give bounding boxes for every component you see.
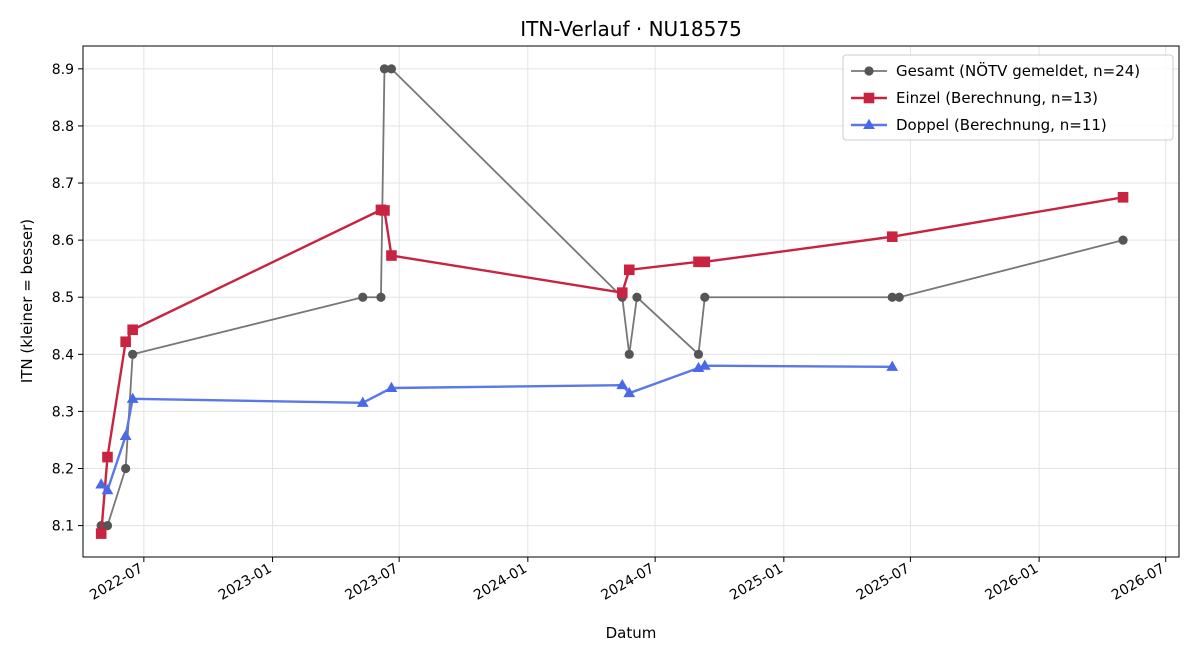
series-1-point [624, 349, 634, 359]
series-2-point [616, 287, 628, 298]
series-1-point [386, 64, 397, 74]
plot-frame [82, 45, 1180, 558]
series-2-point [693, 256, 704, 268]
series-3-point [119, 429, 132, 440]
series-3-point [126, 392, 139, 403]
series-3-point [886, 360, 899, 371]
series-1-point [102, 520, 113, 531]
series-1-point [894, 292, 904, 302]
legend-box [842, 54, 1174, 141]
series-1-point [693, 349, 704, 359]
y-tick-label: 8.8 [52, 119, 74, 135]
x-axis-label: Datum [606, 624, 657, 642]
y-tick-label: 8.9 [52, 62, 74, 78]
series-1-point [700, 292, 710, 302]
series-layer [95, 64, 1129, 539]
y-tick-label: 8.3 [52, 404, 74, 420]
legend-label: Doppel (Berechnung, n=11) [896, 116, 1107, 134]
y-tick-label: 8.6 [52, 233, 74, 249]
legend-label: Gesamt (NÖTV gemeldet, n=24) [896, 61, 1140, 80]
series-2-point [886, 231, 898, 242]
series-1-point [358, 292, 368, 302]
series-1-point [1118, 235, 1128, 245]
y-tick-label: 8.1 [52, 519, 74, 535]
y-axis-label: ITN (kleiner = besser) [18, 219, 36, 383]
series-3-point [101, 483, 114, 495]
legend-swatch-marker [863, 92, 875, 104]
y-tick-label: 8.5 [52, 290, 74, 306]
y-tick-label: 8.4 [52, 347, 74, 363]
series-2-point [120, 336, 131, 348]
series-3-point [616, 378, 629, 390]
series-3-point [95, 478, 108, 489]
series-3 [95, 359, 899, 495]
series-3-point [698, 359, 711, 370]
series-2-point [102, 451, 113, 463]
legend-swatch-marker [863, 118, 875, 130]
series-1-point [379, 64, 390, 74]
series-2-point [699, 256, 711, 268]
chart-title: ITN-Verlauf · NU18575 [520, 17, 742, 41]
series-3-point [623, 386, 636, 398]
grid-layer [83, 46, 1179, 557]
series-1-point [376, 292, 386, 302]
legend: Gesamt (NÖTV gemeldet, n=24) Einzel (Bere… [842, 54, 1174, 141]
series-1-point [128, 349, 138, 359]
series-2-point [95, 528, 107, 539]
series-2-point [623, 264, 635, 276]
y-tick-label: 8.7 [52, 176, 74, 192]
series-3-point [385, 381, 398, 393]
series-2-point [386, 250, 397, 261]
series-2 [95, 192, 1129, 539]
series-2-point [1117, 192, 1129, 203]
series-2-point [127, 324, 138, 336]
series-1-point [632, 292, 642, 302]
y-tick-label: 8.2 [52, 462, 74, 478]
legend-label: Einzel (Berechnung, n=13) [896, 89, 1098, 107]
series-1-point [121, 463, 131, 474]
series-3-point [356, 396, 369, 407]
series-1-point [887, 292, 897, 302]
series-2-point [379, 205, 390, 216]
legend-swatch-marker [864, 66, 874, 76]
